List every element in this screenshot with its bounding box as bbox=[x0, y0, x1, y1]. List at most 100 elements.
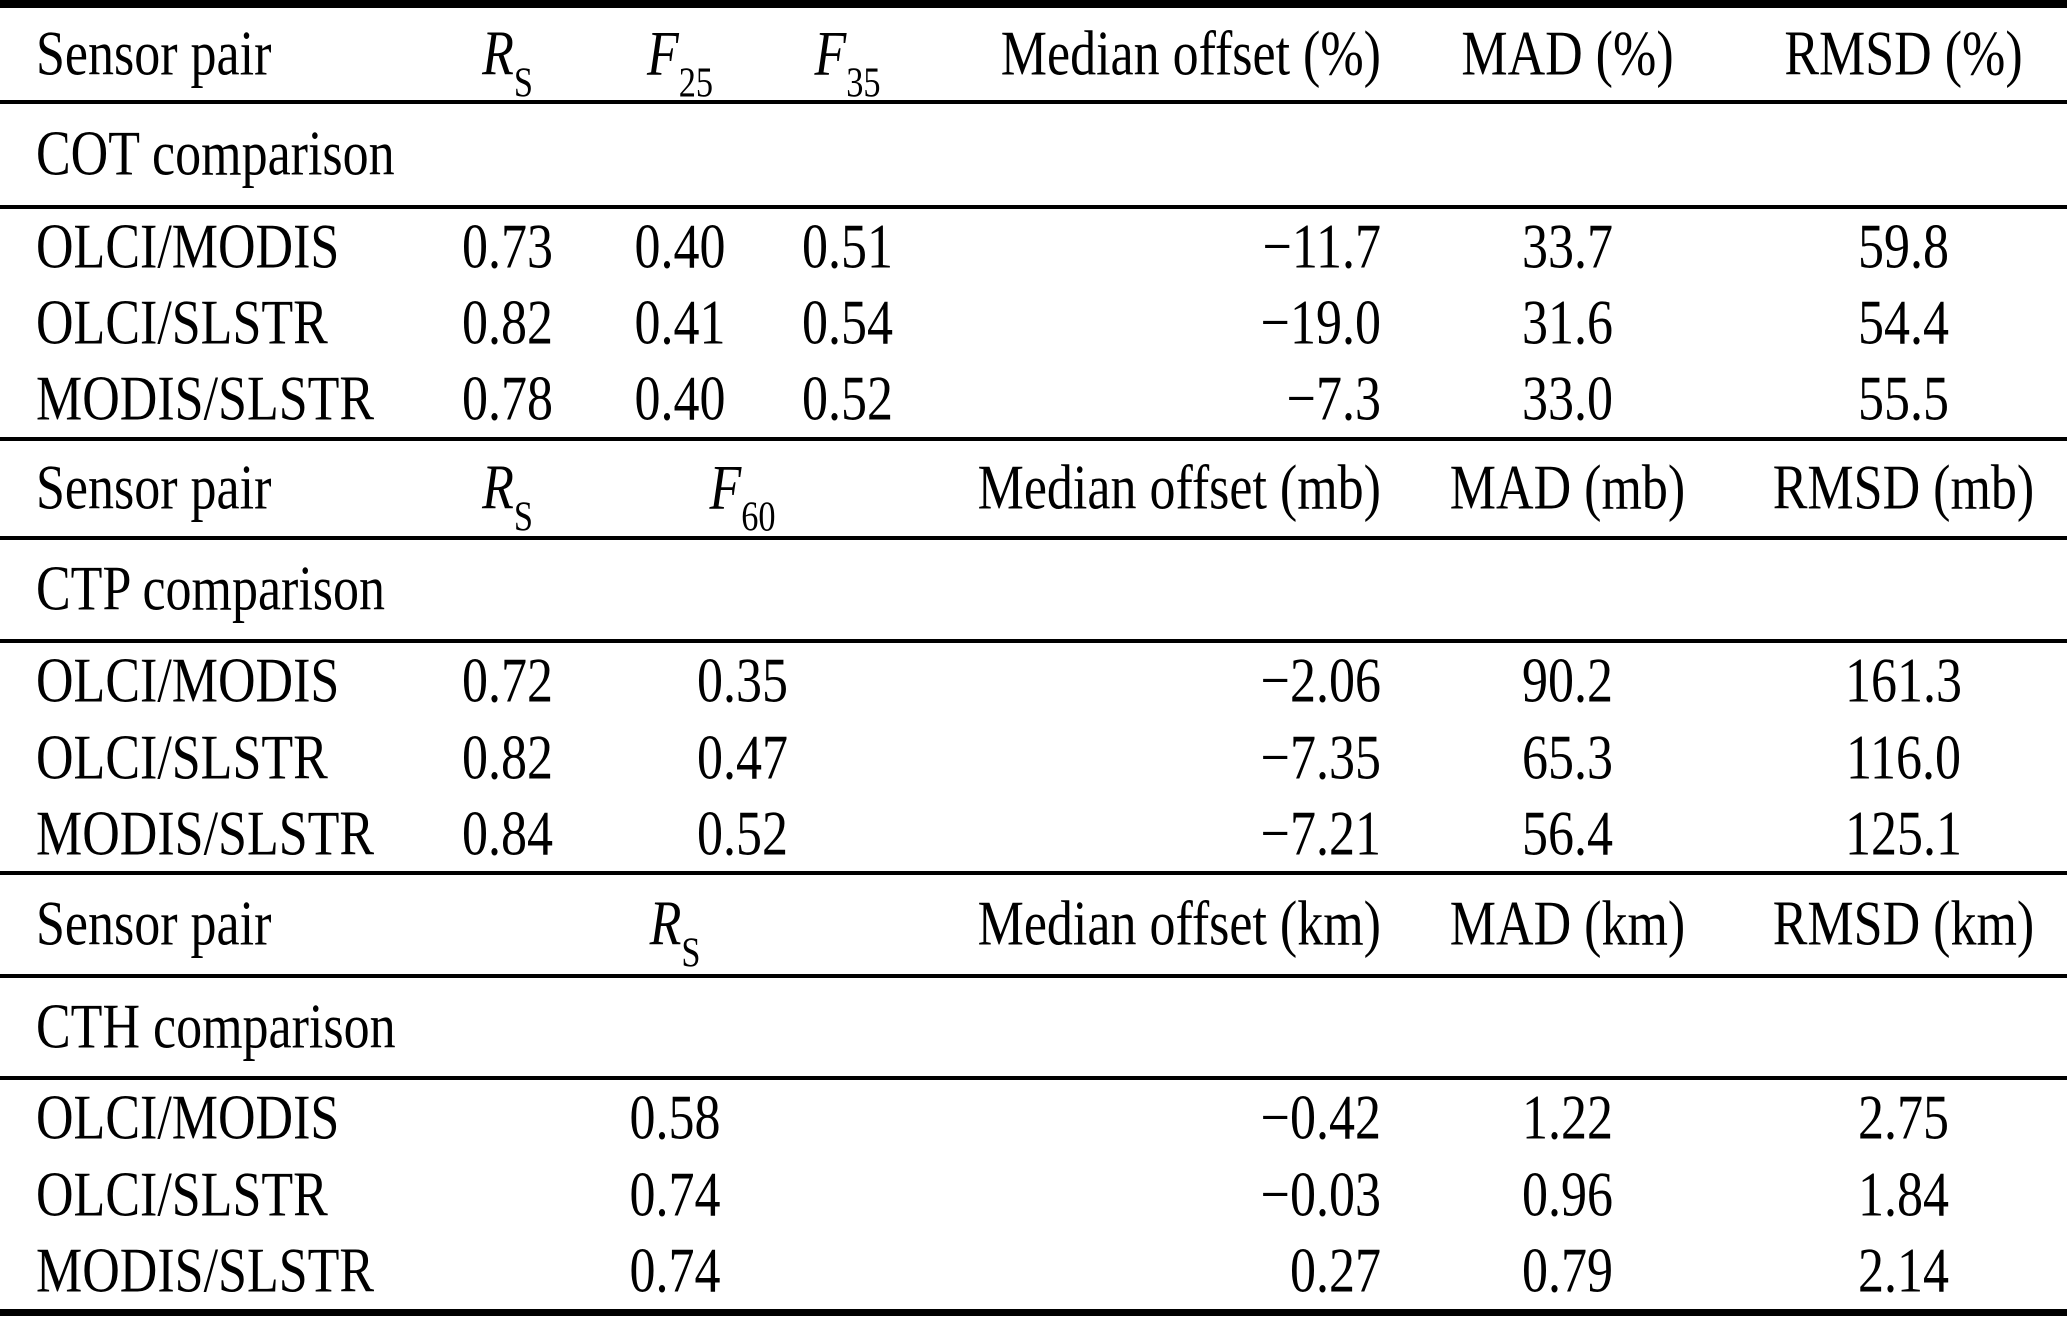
cell-sensor-pair: MODIS/SLSTR bbox=[36, 799, 375, 869]
col-header-mad: MAD (km) bbox=[1449, 889, 1686, 960]
cell-median-offset: −7.3 bbox=[1286, 364, 1381, 434]
col-header-median-offset: Median offset (%) bbox=[1000, 19, 1381, 89]
f35-subscript: 35 bbox=[846, 58, 881, 106]
cell-rmsd: 59.8 bbox=[1858, 212, 1949, 282]
cell-sensor-pair: MODIS/SLSTR bbox=[36, 364, 375, 434]
cell-rmsd: 55.5 bbox=[1858, 364, 1949, 434]
col-header-sensor-pair: Sensor pair bbox=[36, 889, 272, 960]
cell-median-offset: −2.06 bbox=[1260, 646, 1381, 717]
cell-f60: 0.47 bbox=[697, 723, 788, 794]
cell-rs: 0.82 bbox=[462, 288, 553, 358]
col-header-mad: MAD (%) bbox=[1461, 19, 1674, 89]
f35-symbol: F bbox=[814, 19, 847, 89]
cell-mad: 33.0 bbox=[1522, 364, 1613, 434]
cell-rs: 0.82 bbox=[462, 723, 553, 794]
cell-mad: 31.6 bbox=[1522, 288, 1613, 358]
cell-sensor-pair: OLCI/SLSTR bbox=[36, 1160, 328, 1231]
cell-f60: 0.52 bbox=[697, 799, 788, 869]
cell-median-offset: −7.35 bbox=[1260, 723, 1381, 794]
cell-mad: 65.3 bbox=[1522, 723, 1613, 794]
col-header-f35: F35 bbox=[785, 18, 910, 103]
col-header-rmsd: RMSD (mb) bbox=[1772, 453, 2035, 524]
f60-symbol: F bbox=[709, 453, 742, 524]
rs-subscript: S bbox=[681, 929, 701, 976]
rs-symbol: R bbox=[482, 453, 514, 524]
col-header-rmsd: RMSD (%) bbox=[1784, 19, 2023, 89]
cell-mad: 0.96 bbox=[1522, 1160, 1613, 1231]
table-row: OLCI/SLSTR 0.82 0.47 −7.35 65.3 116.0 bbox=[0, 720, 2067, 797]
cell-f25: 0.40 bbox=[634, 212, 726, 282]
col-header-sensor-pair: Sensor pair bbox=[36, 19, 272, 89]
col-header-rmsd: RMSD (km) bbox=[1772, 889, 2035, 960]
cell-mad: 90.2 bbox=[1522, 646, 1613, 717]
cell-rmsd: 125.1 bbox=[1845, 799, 1962, 869]
cell-median-offset: −7.21 bbox=[1260, 799, 1381, 869]
cell-rs: 0.74 bbox=[629, 1160, 721, 1231]
cell-f25: 0.41 bbox=[634, 288, 726, 358]
section-title: COT comparison bbox=[36, 119, 395, 190]
cell-sensor-pair: OLCI/SLSTR bbox=[36, 723, 328, 794]
table-row: OLCI/SLSTR 0.82 0.41 0.54 −19.0 31.6 54.… bbox=[0, 285, 2067, 361]
cell-rmsd: 1.84 bbox=[1858, 1160, 1949, 1231]
cell-rmsd: 54.4 bbox=[1858, 288, 1949, 358]
col-header-rs: RS bbox=[440, 453, 575, 538]
rs-symbol: R bbox=[482, 19, 514, 89]
cell-sensor-pair: OLCI/MODIS bbox=[36, 1083, 340, 1154]
cell-f25: 0.40 bbox=[634, 364, 726, 434]
col-header-rs: RS bbox=[440, 889, 910, 974]
table-row: MODIS/SLSTR 0.84 0.52 −7.21 56.4 125.1 bbox=[0, 797, 2067, 875]
cell-sensor-pair: MODIS/SLSTR bbox=[36, 1236, 375, 1307]
cell-rmsd: 161.3 bbox=[1845, 646, 1962, 717]
cell-f35: 0.54 bbox=[802, 288, 893, 358]
f60-subscript: 60 bbox=[741, 493, 776, 540]
cell-rmsd: 2.14 bbox=[1858, 1236, 1949, 1307]
cell-mad: 0.79 bbox=[1522, 1236, 1613, 1307]
cell-f60: 0.35 bbox=[697, 646, 788, 717]
cell-f35: 0.52 bbox=[802, 364, 893, 434]
ctp-section-title-row: CTP comparison bbox=[0, 540, 2067, 643]
col-header-mad: MAD (mb) bbox=[1449, 453, 1686, 524]
cell-sensor-pair: OLCI/SLSTR bbox=[36, 288, 328, 358]
cell-rs: 0.58 bbox=[629, 1083, 721, 1154]
table-row: MODIS/SLSTR 0.74 0.27 0.79 2.14 bbox=[0, 1234, 2067, 1309]
col-header-f60: F60 bbox=[575, 453, 910, 538]
cell-mad: 56.4 bbox=[1522, 799, 1613, 869]
cell-mad: 1.22 bbox=[1522, 1083, 1613, 1154]
rs-subscript: S bbox=[513, 493, 533, 540]
table-row: OLCI/MODIS 0.72 0.35 −2.06 90.2 161.3 bbox=[0, 643, 2067, 720]
f25-symbol: F bbox=[646, 19, 679, 89]
cell-median-offset: −11.7 bbox=[1262, 212, 1381, 282]
cell-sensor-pair: OLCI/MODIS bbox=[36, 212, 340, 282]
cth-section-title-row: CTH comparison bbox=[0, 978, 2067, 1080]
f25-subscript: 25 bbox=[678, 58, 714, 106]
cell-mad: 33.7 bbox=[1522, 212, 1613, 282]
table-row: OLCI/MODIS 0.73 0.40 0.51 −11.7 33.7 59.… bbox=[0, 209, 2067, 285]
cell-rs: 0.78 bbox=[462, 364, 553, 434]
ctp-header-row: Sensor pair RS F60 Median offset (mb) MA… bbox=[0, 441, 2067, 540]
cot-section-title-row: COT comparison bbox=[0, 104, 2067, 209]
cell-rs: 0.72 bbox=[462, 646, 553, 717]
cell-rs: 0.73 bbox=[462, 212, 553, 282]
cell-f35: 0.51 bbox=[802, 212, 893, 282]
col-header-f25: F25 bbox=[575, 18, 785, 103]
cell-rmsd: 116.0 bbox=[1845, 723, 1962, 794]
cell-sensor-pair: OLCI/MODIS bbox=[36, 646, 340, 717]
cot-header-row: Sensor pair RS F25 F35 Median offset (%)… bbox=[0, 8, 2067, 104]
cell-rmsd: 2.75 bbox=[1858, 1083, 1949, 1154]
col-header-median-offset: Median offset (km) bbox=[977, 889, 1381, 960]
cell-median-offset: −0.42 bbox=[1260, 1083, 1381, 1154]
table-row: MODIS/SLSTR 0.78 0.40 0.52 −7.3 33.0 55.… bbox=[0, 361, 2067, 441]
cell-rs: 0.74 bbox=[629, 1236, 721, 1307]
cell-median-offset: −0.03 bbox=[1260, 1160, 1381, 1231]
cth-header-row: Sensor pair RS Median offset (km) MAD (k… bbox=[0, 875, 2067, 978]
table-row: OLCI/SLSTR 0.74 −0.03 0.96 1.84 bbox=[0, 1157, 2067, 1234]
table-row: OLCI/MODIS 0.58 −0.42 1.22 2.75 bbox=[0, 1080, 2067, 1157]
col-header-sensor-pair: Sensor pair bbox=[36, 453, 272, 524]
cell-median-offset: 0.27 bbox=[1290, 1236, 1381, 1307]
rs-subscript: S bbox=[513, 58, 533, 106]
col-header-rs: RS bbox=[440, 18, 575, 103]
section-title: CTP comparison bbox=[36, 554, 386, 625]
cell-median-offset: −19.0 bbox=[1260, 288, 1381, 358]
rs-symbol: R bbox=[649, 889, 682, 960]
